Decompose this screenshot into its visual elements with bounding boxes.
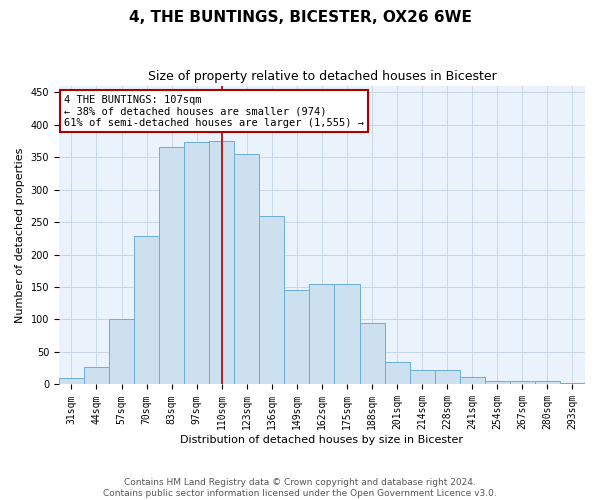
- Bar: [560, 382, 585, 384]
- Text: 4, THE BUNTINGS, BICESTER, OX26 6WE: 4, THE BUNTINGS, BICESTER, OX26 6WE: [128, 10, 472, 25]
- Title: Size of property relative to detached houses in Bicester: Size of property relative to detached ho…: [148, 70, 496, 83]
- Bar: [234, 154, 259, 384]
- Bar: [284, 290, 310, 384]
- Bar: [109, 320, 134, 384]
- Bar: [310, 284, 334, 384]
- Bar: [84, 367, 109, 384]
- Bar: [510, 381, 535, 384]
- Bar: [159, 148, 184, 384]
- Text: Contains HM Land Registry data © Crown copyright and database right 2024.
Contai: Contains HM Land Registry data © Crown c…: [103, 478, 497, 498]
- Bar: [134, 236, 159, 384]
- Text: 4 THE BUNTINGS: 107sqm
← 38% of detached houses are smaller (974)
61% of semi-de: 4 THE BUNTINGS: 107sqm ← 38% of detached…: [64, 94, 364, 128]
- Y-axis label: Number of detached properties: Number of detached properties: [15, 148, 25, 322]
- Bar: [334, 284, 359, 384]
- Bar: [184, 142, 209, 384]
- Bar: [434, 370, 460, 384]
- X-axis label: Distribution of detached houses by size in Bicester: Distribution of detached houses by size …: [181, 435, 463, 445]
- Bar: [359, 322, 385, 384]
- Bar: [209, 141, 234, 384]
- Bar: [385, 362, 410, 384]
- Bar: [535, 381, 560, 384]
- Bar: [410, 370, 434, 384]
- Bar: [259, 216, 284, 384]
- Bar: [59, 378, 84, 384]
- Bar: [460, 378, 485, 384]
- Bar: [485, 380, 510, 384]
